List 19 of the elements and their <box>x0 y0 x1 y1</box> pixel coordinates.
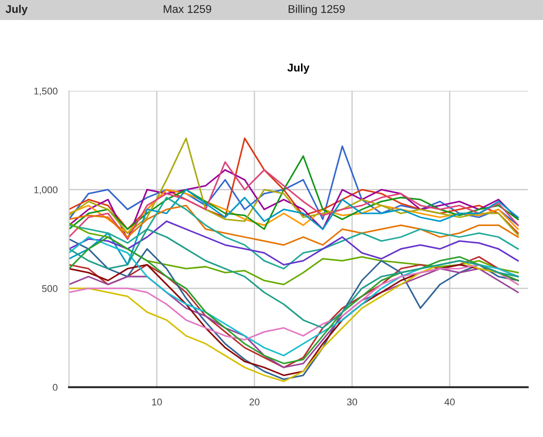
line-series <box>68 204 519 246</box>
x-tick-label: 10 <box>152 398 162 406</box>
x-tick-label: 40 <box>444 398 455 406</box>
y-tick-label: 1,000 <box>34 186 58 194</box>
y-tick-label: 0 <box>52 384 58 391</box>
x-tick-label: 20 <box>250 398 260 406</box>
text: Max 1259 <box>164 5 212 13</box>
chart-title: July <box>287 63 310 74</box>
y-tick-label: 500 <box>42 285 58 292</box>
line-series <box>68 188 519 234</box>
line-series <box>68 220 519 266</box>
line-series <box>68 264 519 341</box>
line-series <box>68 145 519 226</box>
y-tick-label: 1,500 <box>34 88 58 96</box>
line-series <box>68 228 519 329</box>
text: Billing 1259 <box>288 4 345 16</box>
line-series <box>68 155 519 230</box>
text: July <box>6 4 28 16</box>
x-tick-label: 30 <box>347 398 358 406</box>
